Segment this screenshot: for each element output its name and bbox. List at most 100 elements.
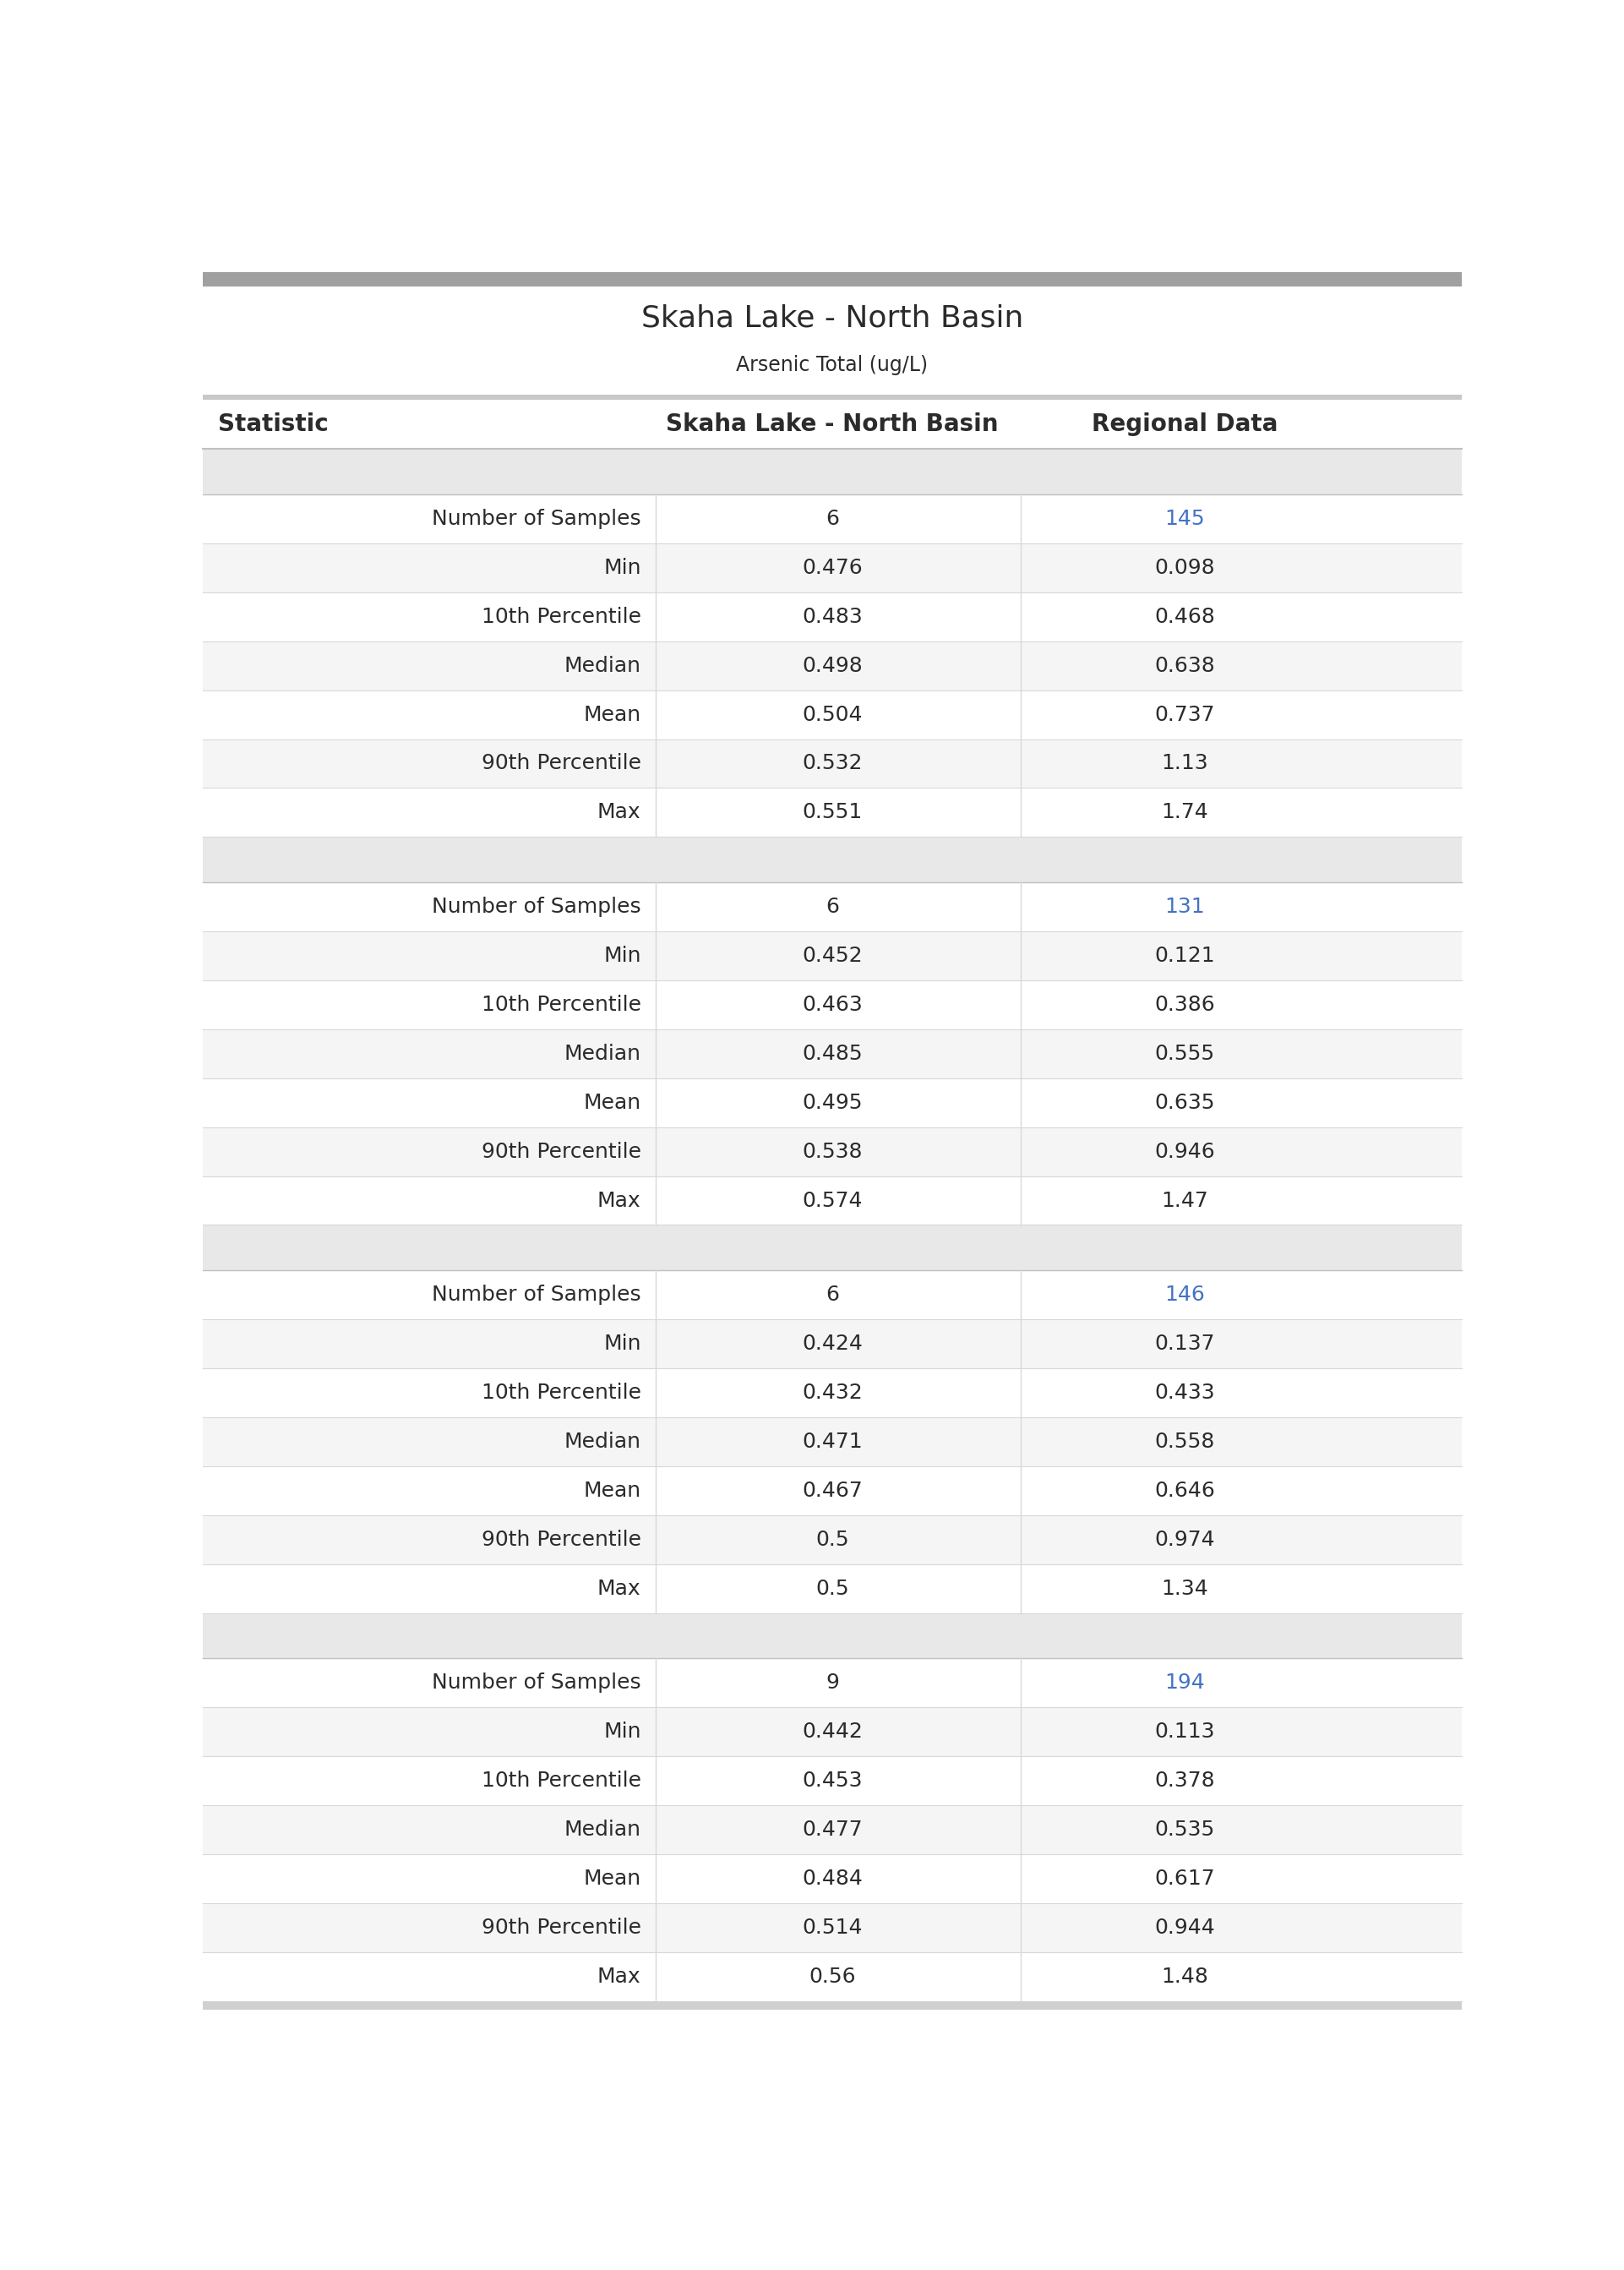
Text: Number of Samples: Number of Samples: [432, 508, 641, 529]
FancyBboxPatch shape: [203, 1614, 1462, 1659]
Text: 0.484: 0.484: [802, 1868, 862, 1889]
Text: Max: Max: [598, 1189, 641, 1210]
Text: 1.47: 1.47: [1161, 1189, 1208, 1210]
Text: 0.113: 0.113: [1155, 1721, 1215, 1741]
Text: 0.944: 0.944: [1155, 1918, 1215, 1939]
Text: 146: 146: [1164, 1285, 1205, 1305]
Text: 0.121: 0.121: [1155, 947, 1215, 967]
Text: 0.5: 0.5: [815, 1530, 849, 1550]
Text: 10th Percentile: 10th Percentile: [481, 1771, 641, 1791]
Text: 0.468: 0.468: [1155, 606, 1215, 627]
Text: Median: Median: [564, 656, 641, 676]
Text: 0.442: 0.442: [802, 1721, 862, 1741]
Text: 0.432: 0.432: [802, 1382, 862, 1403]
FancyBboxPatch shape: [203, 1128, 1462, 1176]
Text: 6: 6: [825, 508, 840, 529]
FancyBboxPatch shape: [203, 883, 1462, 931]
Text: Mean: Mean: [583, 1092, 641, 1112]
Text: Max: Max: [598, 801, 641, 822]
Text: Number of Samples: Number of Samples: [432, 1285, 641, 1305]
Text: 0.617: 0.617: [1155, 1868, 1215, 1889]
Text: 0.5: 0.5: [815, 1578, 849, 1598]
Text: 10th Percentile: 10th Percentile: [481, 1382, 641, 1403]
Text: 0.535: 0.535: [1155, 1821, 1215, 1841]
FancyBboxPatch shape: [203, 931, 1462, 981]
FancyBboxPatch shape: [203, 1466, 1462, 1514]
FancyBboxPatch shape: [203, 981, 1462, 1028]
Text: Median: Median: [564, 1821, 641, 1841]
FancyBboxPatch shape: [203, 400, 1462, 449]
Text: 0.463: 0.463: [802, 994, 862, 1015]
Text: 0.638: 0.638: [1155, 656, 1215, 676]
Text: 0.477: 0.477: [802, 1821, 862, 1841]
FancyBboxPatch shape: [203, 1564, 1462, 1614]
Text: 6: 6: [825, 1285, 840, 1305]
Text: Skaha Lake - North Basin: Skaha Lake - North Basin: [666, 413, 999, 436]
Text: 0.555: 0.555: [1155, 1044, 1215, 1065]
Text: 10th Percentile: 10th Percentile: [481, 994, 641, 1015]
Text: 131: 131: [1164, 897, 1205, 917]
Text: Number of Samples: Number of Samples: [432, 897, 641, 917]
Text: Mean: Mean: [583, 704, 641, 724]
Text: Max: Max: [598, 1578, 641, 1598]
Text: 0.558: 0.558: [1155, 1432, 1215, 1453]
Text: 90th Percentile: 90th Percentile: [481, 1530, 641, 1550]
FancyBboxPatch shape: [203, 1952, 1462, 2002]
Text: 90th Percentile: 90th Percentile: [481, 754, 641, 774]
Text: 0.386: 0.386: [1155, 994, 1215, 1015]
Text: Max: Max: [598, 1966, 641, 1986]
Text: 0.467: 0.467: [802, 1480, 862, 1500]
Text: 0.538: 0.538: [802, 1142, 862, 1162]
Text: Skaha Lake - North Basin: Skaha Lake - North Basin: [641, 304, 1023, 331]
Text: 0.514: 0.514: [802, 1918, 862, 1939]
Text: 90th Percentile: 90th Percentile: [481, 1918, 641, 1939]
Text: 1.74: 1.74: [1161, 801, 1208, 822]
Text: Median: Median: [564, 1044, 641, 1065]
FancyBboxPatch shape: [203, 788, 1462, 838]
Text: Hypolimnion Summer: Hypolimnion Summer: [218, 461, 489, 484]
Text: 9: 9: [825, 1673, 840, 1693]
FancyBboxPatch shape: [203, 1319, 1462, 1369]
FancyBboxPatch shape: [203, 272, 1462, 286]
Text: 10th Percentile: 10th Percentile: [481, 606, 641, 627]
Text: 90th Percentile: 90th Percentile: [481, 1142, 641, 1162]
Text: 0.471: 0.471: [802, 1432, 862, 1453]
FancyBboxPatch shape: [203, 1369, 1462, 1416]
FancyBboxPatch shape: [203, 1176, 1462, 1226]
Text: 0.098: 0.098: [1155, 558, 1215, 579]
Text: 0.452: 0.452: [802, 947, 862, 967]
Text: 0.433: 0.433: [1155, 1382, 1215, 1403]
FancyBboxPatch shape: [203, 1659, 1462, 1707]
FancyBboxPatch shape: [203, 1855, 1462, 1902]
FancyBboxPatch shape: [203, 395, 1462, 400]
Text: 0.574: 0.574: [802, 1189, 862, 1210]
Text: 0.737: 0.737: [1155, 704, 1215, 724]
Text: 1.34: 1.34: [1161, 1578, 1208, 1598]
Text: 0.974: 0.974: [1155, 1530, 1215, 1550]
FancyBboxPatch shape: [203, 690, 1462, 740]
Text: Min: Min: [604, 1721, 641, 1741]
Text: 0.56: 0.56: [809, 1966, 856, 1986]
Text: 0.453: 0.453: [802, 1771, 862, 1791]
FancyBboxPatch shape: [203, 1078, 1462, 1128]
Text: 0.646: 0.646: [1155, 1480, 1215, 1500]
Text: 0.498: 0.498: [802, 656, 862, 676]
Text: 0.424: 0.424: [802, 1335, 862, 1353]
FancyBboxPatch shape: [203, 740, 1462, 788]
FancyBboxPatch shape: [203, 1028, 1462, 1078]
FancyBboxPatch shape: [203, 640, 1462, 690]
FancyBboxPatch shape: [203, 1271, 1462, 1319]
Text: 0.635: 0.635: [1155, 1092, 1215, 1112]
Text: 0.946: 0.946: [1155, 1142, 1215, 1162]
Text: Min: Min: [604, 947, 641, 967]
FancyBboxPatch shape: [203, 1226, 1462, 1271]
FancyBboxPatch shape: [203, 1805, 1462, 1855]
Text: Min: Min: [604, 1335, 641, 1353]
Text: 0.551: 0.551: [802, 801, 862, 822]
Text: 0.485: 0.485: [802, 1044, 862, 1065]
Text: 0.504: 0.504: [802, 704, 862, 724]
FancyBboxPatch shape: [203, 449, 1462, 495]
Text: 145: 145: [1164, 508, 1205, 529]
Text: Epilimnion Summer: Epilimnion Summer: [218, 1237, 463, 1258]
Text: 0.378: 0.378: [1155, 1771, 1215, 1791]
